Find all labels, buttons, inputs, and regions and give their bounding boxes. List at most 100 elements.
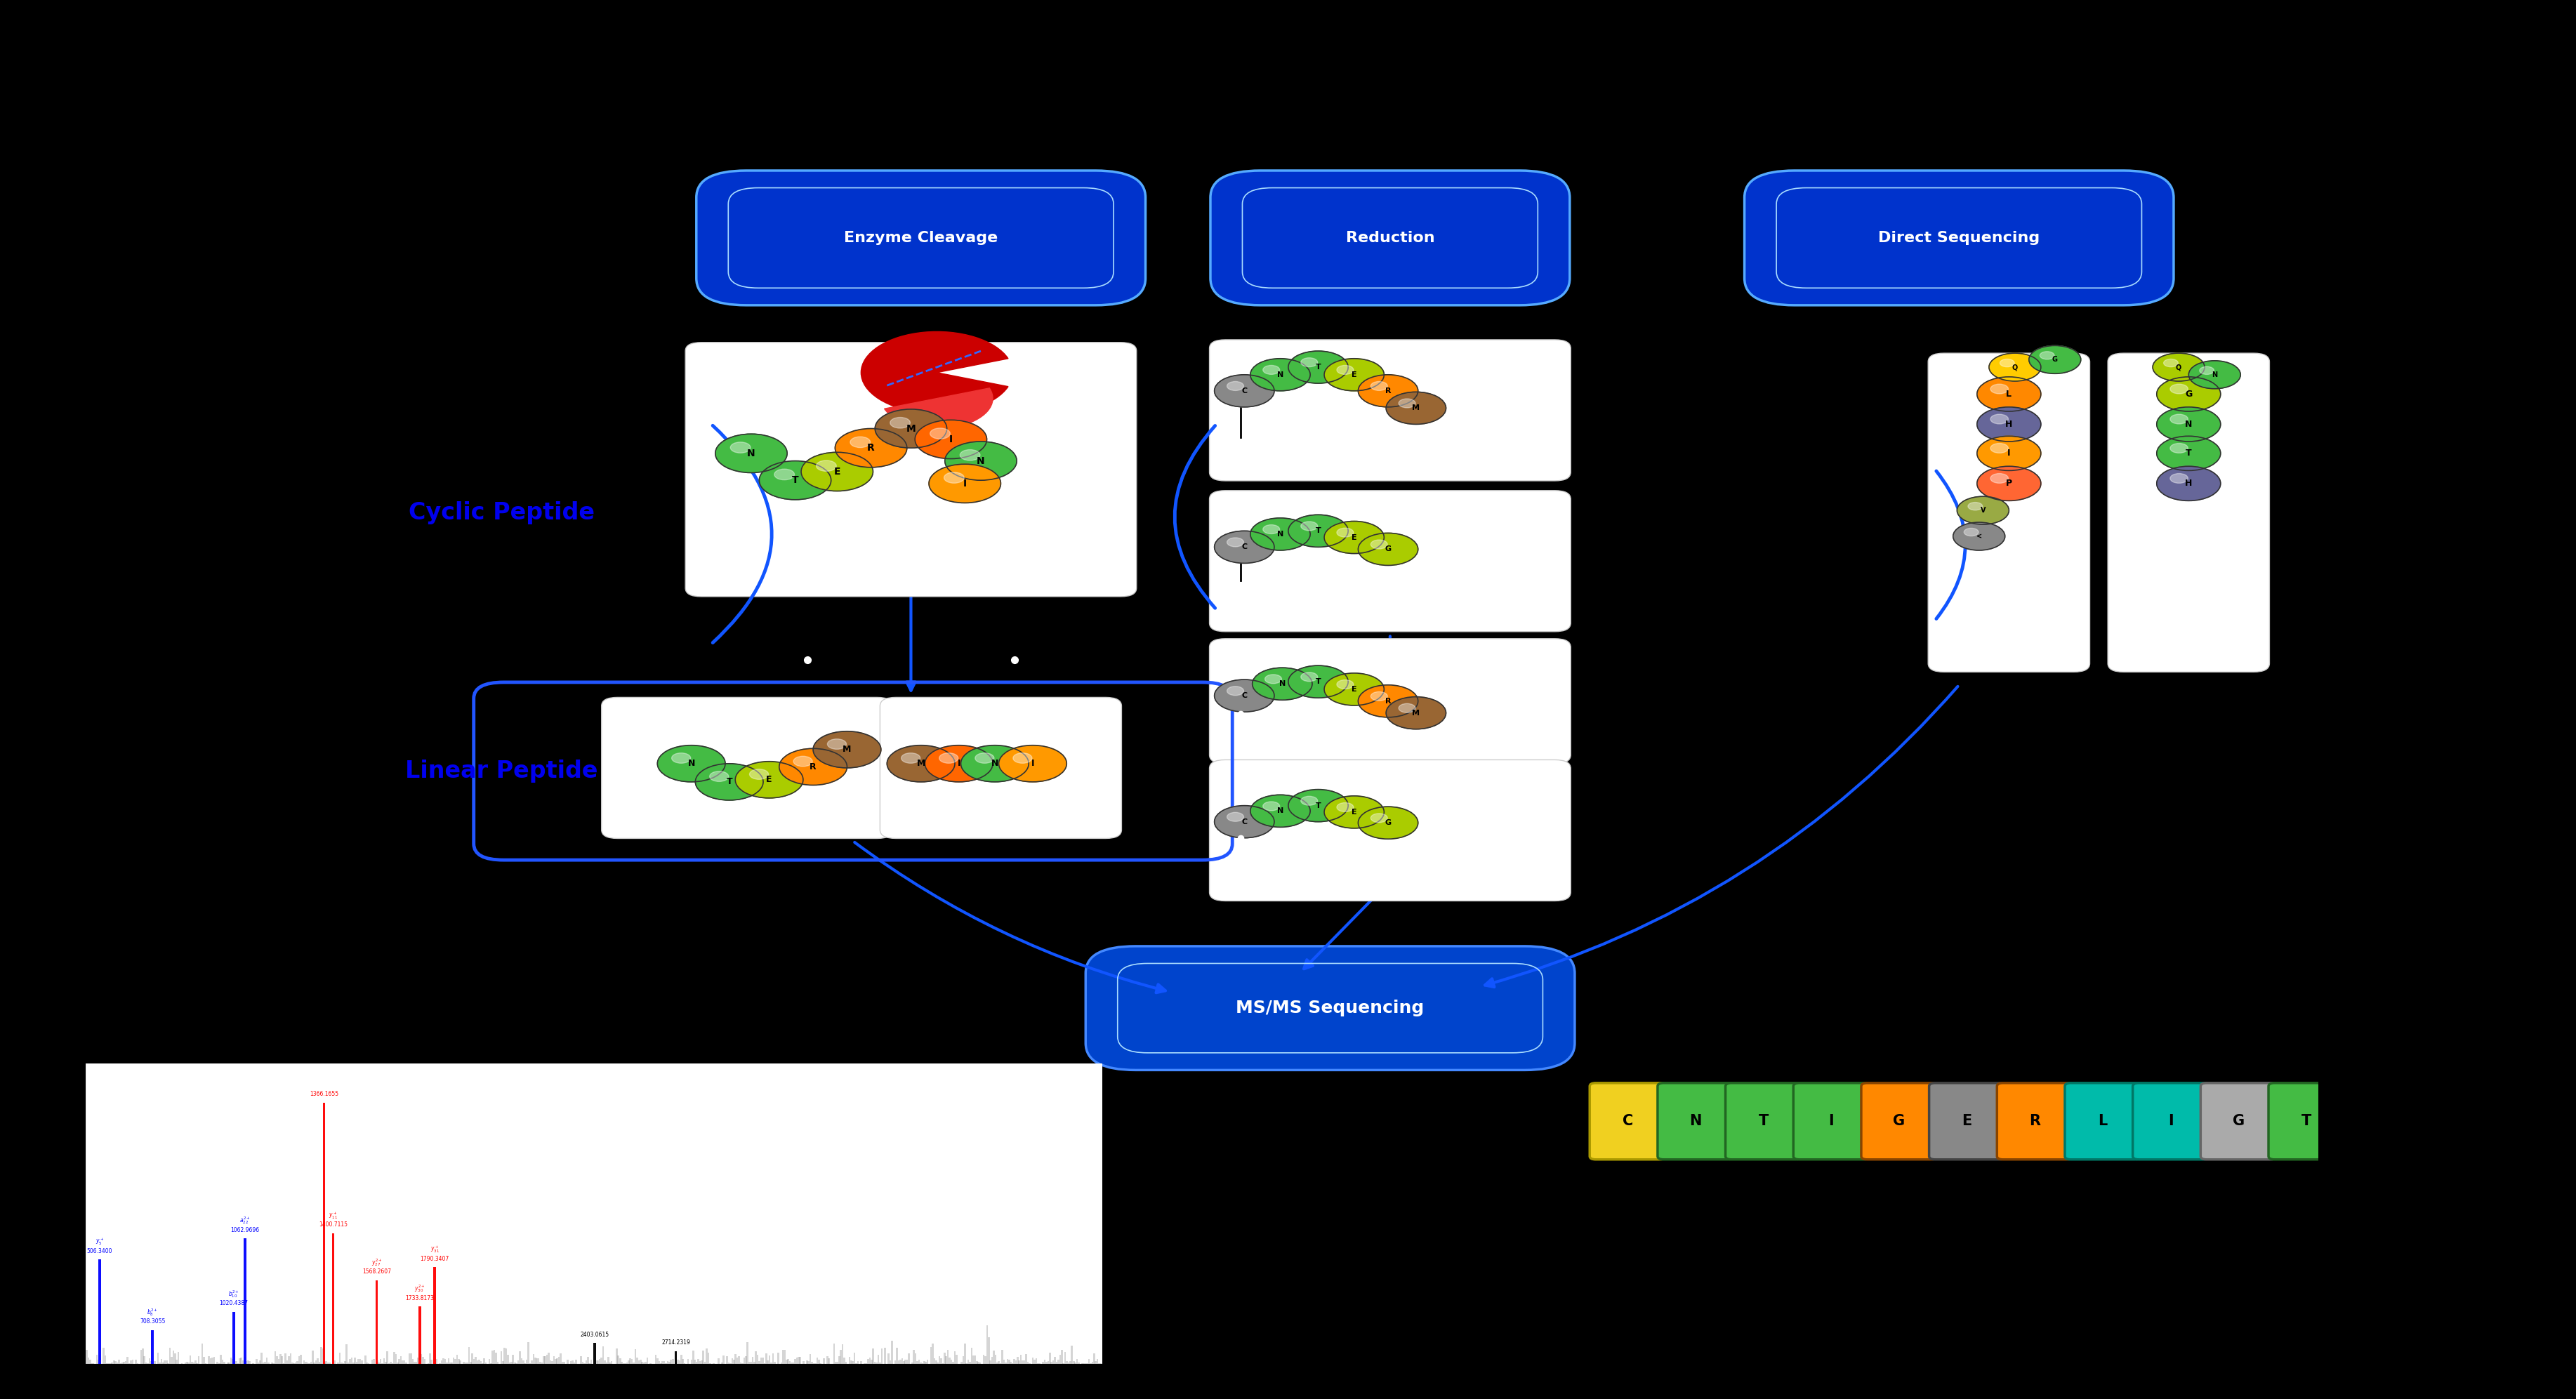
Ellipse shape	[1255, 196, 1525, 280]
Bar	[152, 1330, 155, 1364]
Circle shape	[930, 428, 951, 439]
Circle shape	[1226, 813, 1244, 821]
FancyBboxPatch shape	[1208, 491, 1571, 631]
FancyArrowPatch shape	[1937, 471, 1965, 618]
Text: 2403.0615: 2403.0615	[580, 1332, 608, 1337]
Circle shape	[2030, 346, 2081, 374]
FancyBboxPatch shape	[2107, 353, 2269, 672]
Circle shape	[1301, 358, 1316, 367]
FancyBboxPatch shape	[696, 171, 1146, 305]
Text: G: G	[1386, 546, 1391, 553]
Ellipse shape	[737, 196, 1105, 280]
Bar	[420, 1307, 422, 1364]
FancyBboxPatch shape	[1793, 1083, 1870, 1160]
Circle shape	[1252, 667, 1311, 700]
Circle shape	[1991, 414, 2009, 424]
Text: G: G	[2233, 1114, 2244, 1128]
FancyBboxPatch shape	[2066, 1083, 2141, 1160]
Circle shape	[734, 761, 804, 797]
FancyBboxPatch shape	[1211, 171, 1569, 305]
Circle shape	[827, 739, 848, 750]
Circle shape	[1226, 687, 1244, 695]
Circle shape	[2169, 414, 2187, 424]
Text: I: I	[948, 435, 953, 445]
Circle shape	[886, 746, 956, 782]
Circle shape	[716, 434, 788, 473]
FancyArrowPatch shape	[714, 425, 773, 642]
Text: N: N	[1278, 371, 1283, 378]
Text: R: R	[1386, 388, 1391, 395]
Ellipse shape	[1759, 189, 2159, 287]
Circle shape	[1249, 795, 1311, 827]
Bar	[98, 1259, 100, 1364]
Circle shape	[1358, 686, 1417, 718]
Circle shape	[1337, 527, 1352, 537]
Bar	[675, 1351, 677, 1364]
Text: MS/MS Sequencing: MS/MS Sequencing	[1236, 1000, 1425, 1017]
Text: E: E	[765, 775, 773, 785]
Bar	[376, 1280, 379, 1364]
FancyBboxPatch shape	[1744, 171, 2174, 305]
Circle shape	[1324, 522, 1383, 554]
Text: $b_8^{2+}$
708.3055: $b_8^{2+}$ 708.3055	[139, 1307, 165, 1325]
Circle shape	[2169, 443, 2187, 453]
Circle shape	[1991, 385, 2009, 393]
Circle shape	[1370, 540, 1388, 548]
Circle shape	[778, 748, 848, 785]
Text: I: I	[2169, 1114, 2174, 1128]
Circle shape	[1958, 497, 2009, 525]
Ellipse shape	[1257, 197, 1522, 278]
Circle shape	[1213, 806, 1275, 838]
Circle shape	[1213, 375, 1275, 407]
FancyBboxPatch shape	[2269, 1083, 2344, 1160]
Ellipse shape	[1244, 193, 1535, 284]
FancyBboxPatch shape	[2133, 1083, 2208, 1160]
Ellipse shape	[1231, 189, 1548, 287]
Ellipse shape	[1770, 192, 2148, 284]
Circle shape	[835, 428, 907, 467]
Ellipse shape	[1255, 196, 1528, 280]
Wedge shape	[884, 388, 992, 428]
Text: T: T	[726, 778, 732, 786]
Circle shape	[1370, 691, 1388, 701]
Text: N: N	[2213, 371, 2218, 378]
Ellipse shape	[711, 189, 1131, 287]
FancyBboxPatch shape	[2200, 1083, 2277, 1160]
Text: I: I	[963, 478, 966, 488]
Text: $y_{31}^+$
1790.3407: $y_{31}^+$ 1790.3407	[420, 1245, 448, 1262]
FancyBboxPatch shape	[1656, 1083, 1734, 1160]
Text: E: E	[1352, 686, 1358, 693]
Circle shape	[1358, 807, 1417, 839]
Circle shape	[1370, 813, 1388, 823]
Circle shape	[1991, 473, 2009, 483]
Text: C: C	[1242, 693, 1247, 700]
Circle shape	[814, 732, 881, 768]
Y-axis label: Relative Abundance: Relative Abundance	[54, 1174, 59, 1254]
Text: T: T	[2300, 1114, 2311, 1128]
Ellipse shape	[714, 190, 1128, 285]
Circle shape	[914, 420, 987, 459]
Circle shape	[1337, 803, 1352, 811]
FancyBboxPatch shape	[1996, 1083, 2074, 1160]
Circle shape	[2200, 367, 2213, 375]
Circle shape	[2190, 361, 2241, 389]
Text: L: L	[2007, 389, 2012, 399]
Wedge shape	[860, 332, 1007, 414]
Circle shape	[1249, 518, 1311, 550]
Text: T: T	[791, 476, 799, 485]
Ellipse shape	[1767, 190, 2151, 285]
Text: Direct Sequencing: Direct Sequencing	[1878, 231, 2040, 245]
Ellipse shape	[1785, 196, 2133, 280]
Text: R: R	[1386, 698, 1391, 705]
Circle shape	[760, 460, 832, 499]
Text: T: T	[1759, 1114, 1767, 1128]
Circle shape	[961, 449, 979, 460]
Circle shape	[775, 469, 793, 480]
Text: N: N	[2184, 420, 2192, 429]
Bar	[592, 1343, 595, 1364]
Text: C: C	[1242, 388, 1247, 395]
Text: V: V	[1981, 506, 1986, 513]
Circle shape	[1989, 353, 2040, 381]
Text: M: M	[907, 424, 914, 434]
Text: N: N	[1278, 807, 1283, 814]
